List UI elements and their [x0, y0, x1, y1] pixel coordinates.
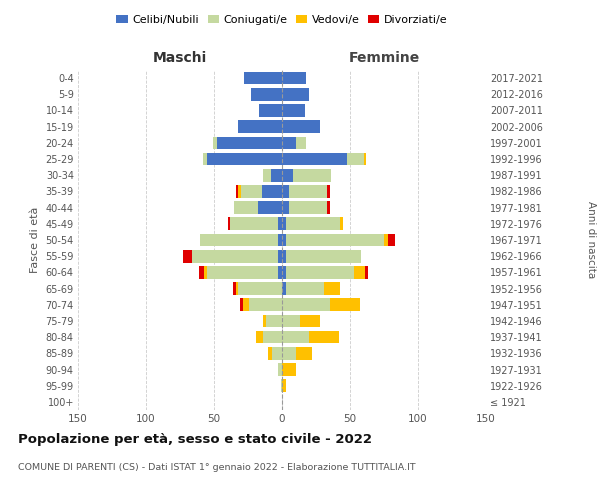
- Bar: [282, 380, 286, 392]
- Bar: [282, 152, 347, 166]
- Bar: [256, 331, 263, 344]
- Bar: [250, 298, 282, 311]
- Bar: [236, 282, 238, 295]
- Bar: [263, 331, 282, 344]
- Bar: [236, 185, 238, 198]
- Bar: [296, 347, 312, 360]
- Bar: [230, 218, 278, 230]
- Bar: [282, 104, 305, 117]
- Bar: [278, 363, 282, 376]
- Bar: [299, 314, 320, 328]
- Bar: [286, 266, 354, 278]
- Bar: [296, 136, 307, 149]
- Bar: [278, 218, 282, 230]
- Bar: [257, 202, 282, 214]
- Bar: [238, 185, 241, 198]
- Text: Anni di nascita: Anni di nascita: [586, 202, 596, 278]
- Bar: [327, 185, 329, 198]
- Bar: [278, 250, 282, 262]
- Bar: [244, 72, 282, 85]
- Bar: [183, 250, 192, 262]
- Bar: [347, 152, 364, 166]
- Text: Femmine: Femmine: [349, 51, 419, 65]
- Bar: [286, 282, 324, 295]
- Bar: [207, 266, 278, 278]
- Bar: [203, 152, 207, 166]
- Bar: [282, 88, 309, 101]
- Bar: [242, 298, 250, 311]
- Bar: [282, 136, 296, 149]
- Bar: [240, 298, 242, 311]
- Bar: [227, 218, 230, 230]
- Bar: [365, 266, 368, 278]
- Bar: [233, 282, 236, 295]
- Bar: [289, 202, 327, 214]
- Text: Popolazione per età, sesso e stato civile - 2022: Popolazione per età, sesso e stato civil…: [18, 432, 372, 446]
- Legend: Celibi/Nubili, Coniugati/e, Vedovi/e, Divorziati/e: Celibi/Nubili, Coniugati/e, Vedovi/e, Di…: [112, 10, 452, 29]
- Bar: [217, 136, 282, 149]
- Bar: [282, 169, 293, 181]
- Bar: [282, 266, 286, 278]
- Bar: [282, 234, 286, 246]
- Bar: [263, 169, 271, 181]
- Bar: [282, 282, 286, 295]
- Bar: [212, 136, 217, 149]
- Bar: [200, 234, 278, 246]
- Y-axis label: Fasce di età: Fasce di età: [30, 207, 40, 273]
- Bar: [282, 202, 289, 214]
- Bar: [271, 169, 282, 181]
- Text: COMUNE DI PARENTI (CS) - Dati ISTAT 1° gennaio 2022 - Elaborazione TUTTITALIA.IT: COMUNE DI PARENTI (CS) - Dati ISTAT 1° g…: [18, 462, 416, 471]
- Bar: [293, 169, 331, 181]
- Bar: [235, 202, 257, 214]
- Bar: [272, 347, 282, 360]
- Bar: [289, 185, 327, 198]
- Bar: [286, 250, 361, 262]
- Bar: [282, 250, 286, 262]
- Bar: [241, 185, 262, 198]
- Bar: [282, 363, 296, 376]
- Bar: [263, 314, 266, 328]
- Bar: [262, 185, 282, 198]
- Bar: [384, 234, 388, 246]
- Bar: [282, 298, 329, 311]
- Bar: [268, 347, 272, 360]
- Bar: [266, 314, 282, 328]
- Bar: [388, 234, 395, 246]
- Bar: [309, 331, 339, 344]
- Bar: [207, 152, 282, 166]
- Bar: [278, 234, 282, 246]
- Bar: [282, 72, 307, 85]
- Bar: [282, 120, 320, 133]
- Bar: [281, 380, 282, 392]
- Bar: [282, 314, 299, 328]
- Bar: [329, 298, 359, 311]
- Bar: [199, 266, 205, 278]
- Bar: [259, 104, 282, 117]
- Bar: [238, 282, 282, 295]
- Bar: [327, 202, 329, 214]
- Bar: [364, 152, 367, 166]
- Bar: [205, 266, 207, 278]
- Bar: [286, 218, 340, 230]
- Bar: [282, 331, 309, 344]
- Bar: [286, 234, 384, 246]
- Text: Maschi: Maschi: [153, 51, 207, 65]
- Bar: [324, 282, 340, 295]
- Bar: [192, 250, 278, 262]
- Bar: [282, 347, 296, 360]
- Bar: [340, 218, 343, 230]
- Bar: [251, 88, 282, 101]
- Bar: [282, 185, 289, 198]
- Bar: [278, 266, 282, 278]
- Bar: [238, 120, 282, 133]
- Bar: [354, 266, 365, 278]
- Bar: [282, 218, 286, 230]
